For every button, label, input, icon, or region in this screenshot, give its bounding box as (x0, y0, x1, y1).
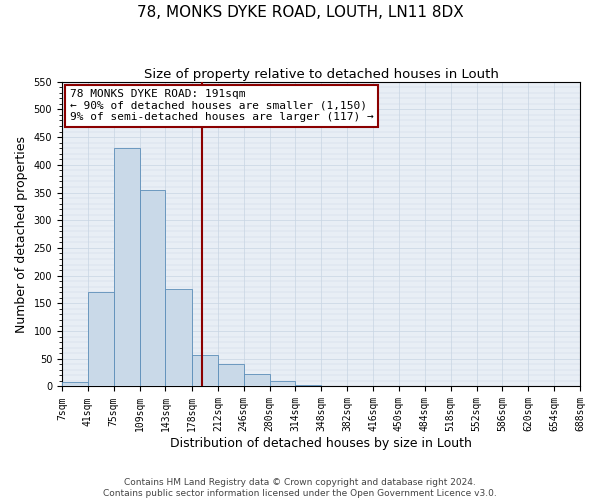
Bar (218, 364, 244, 386)
Bar (192, 355, 218, 386)
Text: 78, MONKS DYKE ROAD, LOUTH, LN11 8DX: 78, MONKS DYKE ROAD, LOUTH, LN11 8DX (137, 5, 463, 20)
Bar (113, 148, 140, 386)
Bar (269, 381, 295, 386)
X-axis label: Distribution of detached houses by size in Louth: Distribution of detached houses by size … (170, 437, 472, 450)
Bar (62, 382, 88, 386)
Bar (140, 190, 166, 386)
Bar (244, 374, 269, 386)
Bar (88, 292, 113, 386)
Y-axis label: Number of detached properties: Number of detached properties (15, 136, 28, 332)
Bar (166, 290, 192, 386)
Text: 78 MONKS DYKE ROAD: 191sqm
← 90% of detached houses are smaller (1,150)
9% of se: 78 MONKS DYKE ROAD: 191sqm ← 90% of deta… (70, 90, 373, 122)
Title: Size of property relative to detached houses in Louth: Size of property relative to detached ho… (143, 68, 499, 80)
Text: Contains HM Land Registry data © Crown copyright and database right 2024.
Contai: Contains HM Land Registry data © Crown c… (103, 478, 497, 498)
